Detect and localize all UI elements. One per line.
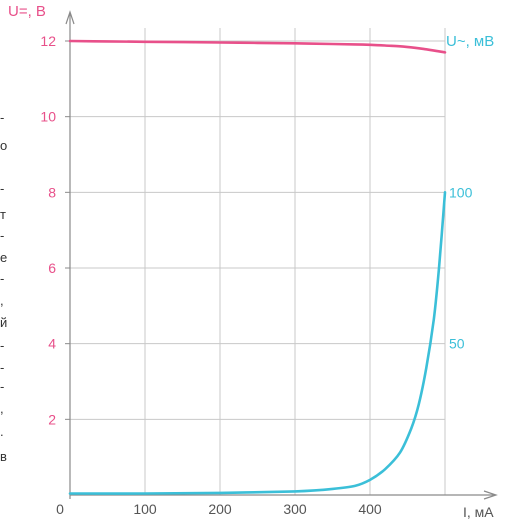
- x-tick-label: 100: [133, 501, 157, 517]
- margin-text-fragment: -: [0, 181, 4, 196]
- margin-text-fragment: -: [0, 110, 4, 125]
- margin-text-fragment: -: [0, 338, 4, 353]
- margin-text-fragment: ,: [0, 293, 4, 308]
- x-axis-arrow: [483, 490, 498, 500]
- y-left-tick-label: 8: [48, 184, 56, 200]
- y-left-tick-label: 2: [48, 411, 56, 427]
- x-tick-label: 400: [358, 501, 382, 517]
- x-tick-label: 300: [283, 501, 307, 517]
- margin-text-fragment: -: [0, 379, 4, 394]
- y-right-axis-title: U~, мВ: [446, 33, 494, 50]
- y-left-tick-label: 12: [40, 33, 56, 49]
- series-line-u-dc: [68, 39, 447, 54]
- margin-text-fragment: й: [0, 315, 7, 330]
- margin-text-fragment: -: [0, 271, 4, 286]
- margin-text-fragment: в: [0, 449, 7, 464]
- margin-text-fragment: ,: [0, 401, 4, 416]
- margin-text-fragment: -: [0, 360, 4, 375]
- y-left-tick-label: 4: [48, 336, 56, 352]
- x-tick-label: 0: [56, 501, 64, 517]
- y-left-tick-label: 6: [48, 260, 56, 276]
- x-tick-label: 200: [208, 501, 232, 517]
- x-axis-title: I, мА: [463, 504, 494, 520]
- y-left-axis-title: U=, В: [8, 3, 46, 20]
- y-left-tick-label: 10: [40, 109, 56, 125]
- margin-text-fragment: е: [0, 250, 7, 265]
- margin-text-fragment: о: [0, 138, 7, 153]
- y-axis-arrow: [65, 10, 75, 25]
- margin-text-fragment: т: [0, 207, 6, 222]
- series-line-u-ac: [68, 191, 447, 495]
- y-right-tick-label: 50: [449, 336, 465, 352]
- y-right-tick-label: 100: [449, 184, 473, 200]
- margin-text-fragment: .: [0, 424, 4, 439]
- margin-text-fragment: -: [0, 228, 4, 243]
